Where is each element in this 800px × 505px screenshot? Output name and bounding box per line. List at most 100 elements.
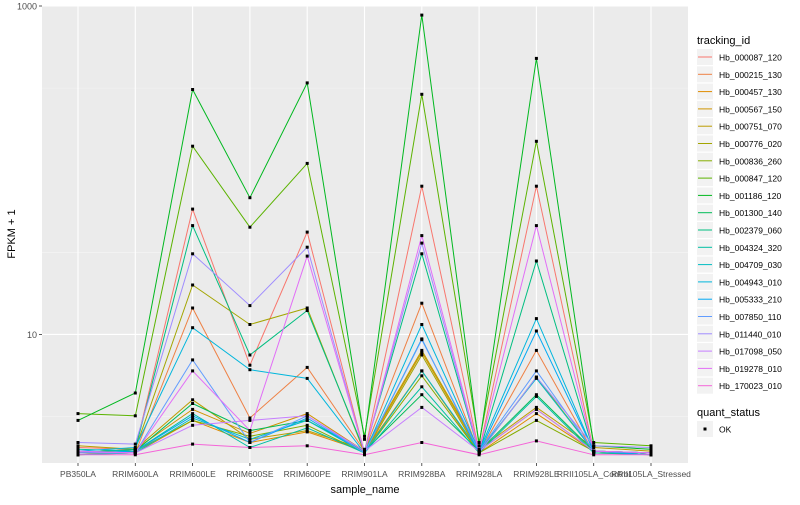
data-point xyxy=(248,431,252,435)
data-point xyxy=(363,449,366,453)
legend-label: Hb_002379_060 xyxy=(719,226,782,236)
data-point xyxy=(305,81,309,85)
data-point xyxy=(305,426,309,430)
data-point xyxy=(305,429,309,433)
data-point xyxy=(592,449,596,453)
data-point xyxy=(248,363,252,367)
data-point xyxy=(191,283,195,287)
data-point xyxy=(191,423,195,427)
y-tick-label: 10 xyxy=(27,330,37,340)
data-point xyxy=(420,353,424,357)
data-point xyxy=(305,376,309,380)
data-point xyxy=(534,405,538,409)
data-point xyxy=(305,423,309,427)
y-tick-label: 1000 xyxy=(17,2,37,12)
data-point xyxy=(534,329,538,333)
data-point xyxy=(592,453,596,457)
data-point xyxy=(191,416,195,420)
data-point xyxy=(76,441,80,444)
data-point xyxy=(592,444,596,448)
legend-label: Hb_004324_320 xyxy=(719,243,782,253)
data-point xyxy=(191,402,195,405)
data-point xyxy=(649,447,653,451)
data-point xyxy=(76,418,80,422)
status-legend-title: quant_status xyxy=(697,407,760,419)
x-tick-label: RRIM600LE xyxy=(169,469,216,479)
legend-label: Hb_000751_070 xyxy=(719,122,782,132)
x-tick-label: RRII105LA_Stressed xyxy=(611,469,691,479)
data-point xyxy=(191,442,195,446)
data-points xyxy=(76,13,653,457)
data-point xyxy=(420,92,424,96)
data-point xyxy=(191,252,195,256)
grid-major xyxy=(42,5,688,463)
data-point xyxy=(534,375,538,379)
data-point xyxy=(534,369,538,373)
data-point xyxy=(363,434,366,438)
status-label: OK xyxy=(719,425,732,435)
status-key-point xyxy=(703,427,707,431)
data-point xyxy=(133,391,137,395)
data-point xyxy=(477,447,481,451)
x-tick-label: RRIM600PE xyxy=(284,469,332,479)
data-point xyxy=(191,306,195,310)
data-point xyxy=(477,453,481,457)
data-point xyxy=(420,385,424,389)
data-point xyxy=(477,441,481,444)
status-legend-items: OK xyxy=(697,421,732,437)
data-point xyxy=(191,369,195,373)
data-point xyxy=(420,184,424,188)
data-point xyxy=(420,338,424,342)
legend-label: Hb_170023_010 xyxy=(719,381,782,391)
data-point xyxy=(420,13,424,17)
data-point xyxy=(191,144,195,148)
legend: tracking_id Hb_000087_120Hb_000215_130Hb… xyxy=(697,35,782,437)
data-point xyxy=(534,184,538,188)
data-point xyxy=(133,451,137,455)
data-point xyxy=(305,444,309,448)
data-point xyxy=(133,453,137,457)
data-point xyxy=(133,447,137,451)
x-tick-label: RRIM928BA xyxy=(398,469,446,479)
data-point xyxy=(76,447,80,451)
data-point xyxy=(248,418,252,422)
data-point xyxy=(76,449,80,453)
x-tick-label: RRIM901LA xyxy=(341,469,388,479)
data-point xyxy=(420,393,424,397)
x-tick-label: RRIM600SE xyxy=(226,469,274,479)
data-point xyxy=(191,358,195,362)
legend-label: Hb_004943_010 xyxy=(719,277,782,287)
data-point xyxy=(76,446,80,449)
data-point xyxy=(133,449,137,453)
data-point xyxy=(420,323,424,326)
data-point xyxy=(305,416,309,420)
data-point xyxy=(76,444,80,448)
legend-label: Hb_000776_020 xyxy=(719,139,782,149)
data-point xyxy=(534,418,538,422)
y-axis: 10 1000 xyxy=(17,2,42,340)
x-tick-label: RRII105LA_Control xyxy=(557,469,631,479)
data-point xyxy=(248,416,252,420)
data-point xyxy=(76,412,80,416)
data-point xyxy=(477,449,481,453)
data-point xyxy=(534,259,538,263)
legend-label: Hb_000836_260 xyxy=(719,156,782,166)
data-point xyxy=(305,365,309,369)
data-point xyxy=(76,453,80,457)
data-point xyxy=(363,451,366,455)
data-point xyxy=(420,405,424,409)
data-point xyxy=(534,393,538,397)
data-point xyxy=(133,414,137,418)
data-point xyxy=(305,306,309,310)
data-point xyxy=(191,418,195,422)
legend-label: Hb_017098_050 xyxy=(719,347,782,357)
data-point xyxy=(191,412,195,416)
x-tick-label: RRIM600LA xyxy=(112,469,159,479)
data-point xyxy=(649,446,653,449)
data-point xyxy=(534,394,538,398)
legend-label: Hb_001300_140 xyxy=(719,208,782,218)
legend-label: Hb_000567_150 xyxy=(719,104,782,114)
data-point xyxy=(305,161,309,165)
data-point xyxy=(305,414,309,418)
data-point xyxy=(534,407,538,411)
